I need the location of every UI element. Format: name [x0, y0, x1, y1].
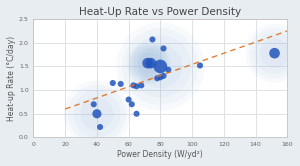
Point — [134, 85, 139, 88]
Point — [272, 52, 277, 54]
Point — [161, 75, 166, 77]
Point — [158, 65, 163, 68]
Point — [148, 62, 153, 64]
Point — [155, 77, 160, 80]
Point — [166, 68, 171, 71]
Point — [145, 62, 150, 64]
Point — [272, 52, 277, 54]
Point — [150, 38, 155, 41]
Point — [91, 103, 96, 106]
Title: Heat-Up Rate vs Power Density: Heat-Up Rate vs Power Density — [79, 7, 242, 17]
Point — [94, 112, 99, 115]
X-axis label: Power Density (W/yd²): Power Density (W/yd²) — [118, 150, 203, 159]
Point — [139, 84, 144, 87]
Point — [158, 65, 163, 68]
Point — [110, 82, 115, 84]
Point — [272, 52, 277, 54]
Point — [161, 47, 166, 50]
Point — [158, 76, 163, 79]
Point — [134, 112, 139, 115]
Point — [94, 112, 99, 115]
Point — [148, 62, 153, 64]
Point — [145, 62, 150, 64]
Point — [131, 84, 136, 87]
Point — [94, 112, 99, 115]
Point — [158, 65, 163, 68]
Point — [158, 65, 163, 68]
Point — [126, 98, 131, 101]
Point — [129, 103, 134, 106]
Point — [272, 52, 277, 54]
Point — [272, 52, 277, 54]
Point — [145, 62, 150, 64]
Point — [145, 62, 150, 64]
Point — [148, 62, 153, 64]
Point — [148, 62, 153, 64]
Point — [118, 83, 123, 85]
Point — [98, 126, 103, 128]
Point — [158, 65, 163, 68]
Point — [198, 64, 203, 67]
Point — [148, 62, 153, 64]
Point — [94, 112, 99, 115]
Point — [145, 62, 150, 64]
Y-axis label: Heat-up Rate (°C/day): Heat-up Rate (°C/day) — [7, 36, 16, 121]
Point — [94, 112, 99, 115]
